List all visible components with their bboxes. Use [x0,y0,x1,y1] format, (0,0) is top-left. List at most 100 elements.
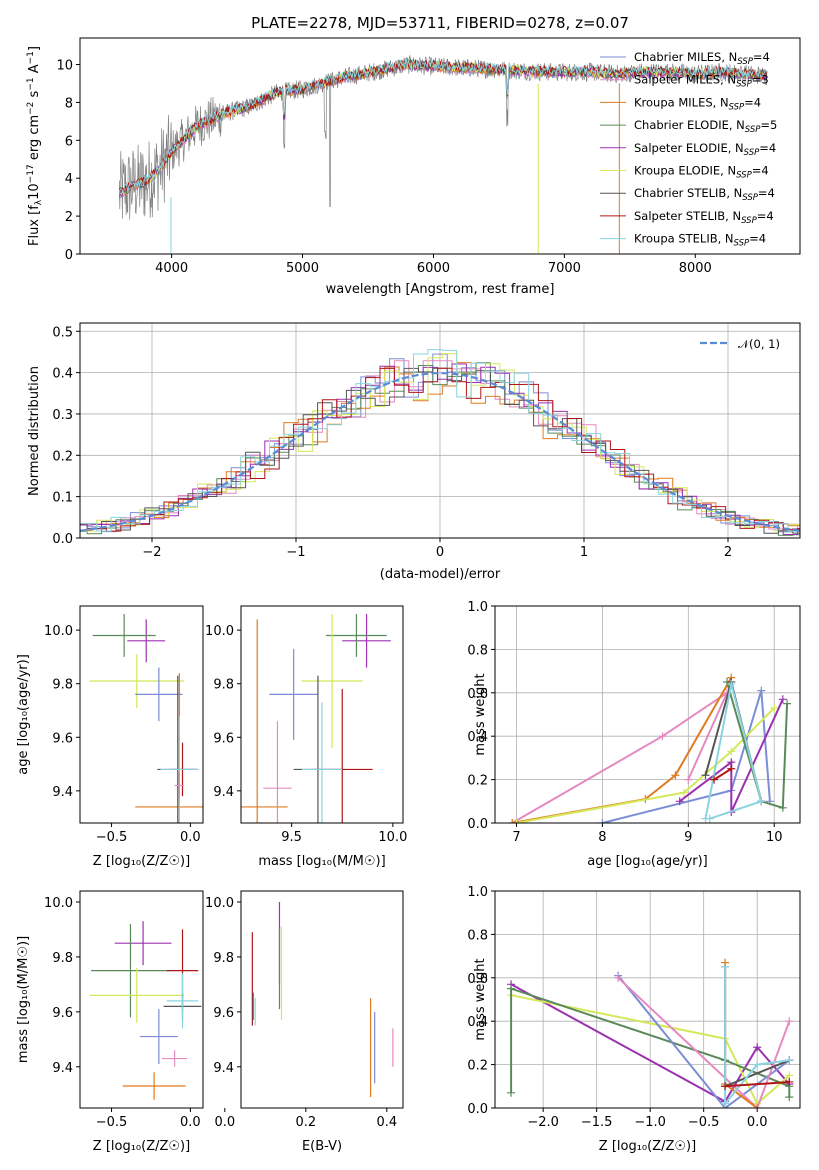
chart-mass-vs-Z: −0.5 0.0 9.4 9.6 9.8 10.0 Z [log₁₀(Z/Z☉)] mass … [16,890,204,1154]
y-axis-label: mass [log₁₀(M/M☉)] [16,936,31,1063]
y-tick-label: 0.6 [467,687,488,702]
y-tick-label: 0.0 [467,1102,488,1117]
x-tick-label: −1.0 [634,1115,666,1130]
x-tick-label: 0.0 [214,1115,235,1130]
legend-entry: Salpeter STELIB, NSSP=4 [634,209,774,226]
errorbar-point [114,921,172,966]
x-tick-label: 7 [512,830,520,845]
plot-area [80,349,800,536]
y-axis-label: Flux [fλ10−17 erg cm−2 s−1 A−1] [26,46,44,246]
histogram-step-line [82,362,800,528]
y-tick-label: 9.6 [213,731,234,746]
y-axis-label: mass weight [473,673,488,755]
series-line [511,690,730,823]
x-tick-label: −0.5 [688,1115,720,1130]
legend-entry: Chabrier STELIB, NSSP=4 [634,186,775,203]
errorbar-point [89,654,185,708]
y-tick-label: 9.8 [52,678,73,693]
errorbar-point [135,667,183,722]
x-tick-label: 10.0 [378,830,407,845]
series-line [704,683,763,820]
y-tick-label: 9.6 [52,731,73,746]
errorbar-point [160,715,199,823]
legend: Chabrier MILES, NSSP=4 Salpeter MILES, NS… [600,50,777,249]
series-point [675,797,684,806]
y-tick-label: 9.6 [52,1006,73,1021]
x-axis-label: (data-model)/error [380,567,501,582]
y-tick-label: 9.4 [213,785,234,800]
model-spectrum-line [118,60,767,198]
series-point [778,695,787,704]
series-line [724,967,790,1107]
y-tick-label: 0.3 [52,408,73,423]
axes-frame [240,890,404,1109]
legend-entry: Kroupa STELIB, NSSP=4 [634,232,766,249]
figure-title: PLATE=2278, MJD=53711, FIBERID=0278, z=0… [251,14,629,32]
y-tick-label: 9.4 [213,1061,234,1076]
y-tick-label: 1.0 [467,885,488,900]
series-point [684,775,693,784]
x-tick-label: 8000 [679,261,712,276]
chart-mass-vs-ebv: 0.0 0.2 0.4 9.4 9.6 9.8 10.0 E(B-V) [205,890,404,1154]
legend-entry: Kroupa MILES, NSSP=4 [634,95,761,112]
series-point [785,1093,794,1102]
y-tick-label: 4 [65,172,73,187]
series-line [512,677,733,823]
series-point [753,1043,762,1052]
model-spectrum-line [118,59,767,197]
legend-entry: Chabrier MILES, NSSP=4 [634,50,770,67]
chart-residuals: −2 −1 0 1 2 0.0 0.1 0.2 0.3 0.4 0.5 𝒩(0, 1) (data-mo… [27,322,801,582]
errorbar-point [127,619,166,663]
chart-weight-vs-Z: −2.0 −1.5 −1.0 −0.5 0.0 0.0 0.2 0.4 0.6 0.8 1.0 Z [… [467,885,801,1154]
y-tick-label: 0.4 [467,730,488,745]
plot-area [508,673,792,823]
axes-frame [79,890,204,1109]
legend-entry: 𝒩(0, 1) [738,337,780,351]
y-tick-label: 0.2 [467,1059,488,1074]
series-point [680,788,689,797]
series-point [507,1088,516,1097]
legend-entry: Salpeter ELODIE, NSSP=4 [634,141,776,158]
y-tick-label: 0.6 [467,972,488,987]
y-tick-label: 9.4 [52,785,73,800]
y-tick-label: 0.4 [52,367,73,382]
chart-weight-vs-age: 7 8 9 10 0.0 0.2 0.4 0.6 0.8 1.0 age [log₁₀(age/yr… [467,600,801,869]
x-axis-label: E(B-V) [302,1139,342,1154]
errorbar-point [342,614,391,668]
y-tick-label: 10 [56,59,73,74]
x-tick-label: 5000 [286,261,319,276]
x-tick-label: 0 [436,545,444,560]
y-tick-label: 0.1 [52,491,73,506]
x-tick-label: 7000 [548,261,581,276]
series-point [658,732,667,741]
series-line [516,707,775,823]
y-tick-label: 0.8 [467,643,488,658]
series-point [757,797,766,806]
series-point [512,819,521,823]
axes-frame [79,322,801,539]
y-tick-label: 9.8 [213,951,234,966]
y-tick-label: 0 [65,248,73,263]
x-axis-label: Z [log₁₀(Z/Z☉)] [93,854,190,869]
errorbar-point [241,619,288,823]
x-tick-label: 0.2 [295,1115,316,1130]
chart-spectrum: 4000 5000 6000 7000 8000 0 2 4 6 8 10 Chabrier MILE… [26,37,801,297]
y-axis-label: mass weight [473,958,488,1040]
series-point [721,962,730,971]
y-tick-label: 0.2 [467,774,488,789]
plot-area [118,55,768,254]
series-line [510,994,790,1106]
x-tick-label: −1.5 [581,1115,613,1130]
x-axis-label: mass [log₁₀(M/M☉)] [258,854,385,869]
gaussian-curve [80,371,800,532]
x-tick-label: −2 [142,545,161,560]
x-axis-label: Z [log₁₀(Z/Z☉)] [599,1139,696,1154]
axes-frame [494,605,801,824]
model-spectrum-line [118,58,767,196]
plot-area [507,958,794,1108]
x-tick-label: 0.4 [376,1115,397,1130]
plot-area [89,921,202,1100]
y-tick-label: 0.0 [52,532,73,547]
plot-area [89,614,203,823]
